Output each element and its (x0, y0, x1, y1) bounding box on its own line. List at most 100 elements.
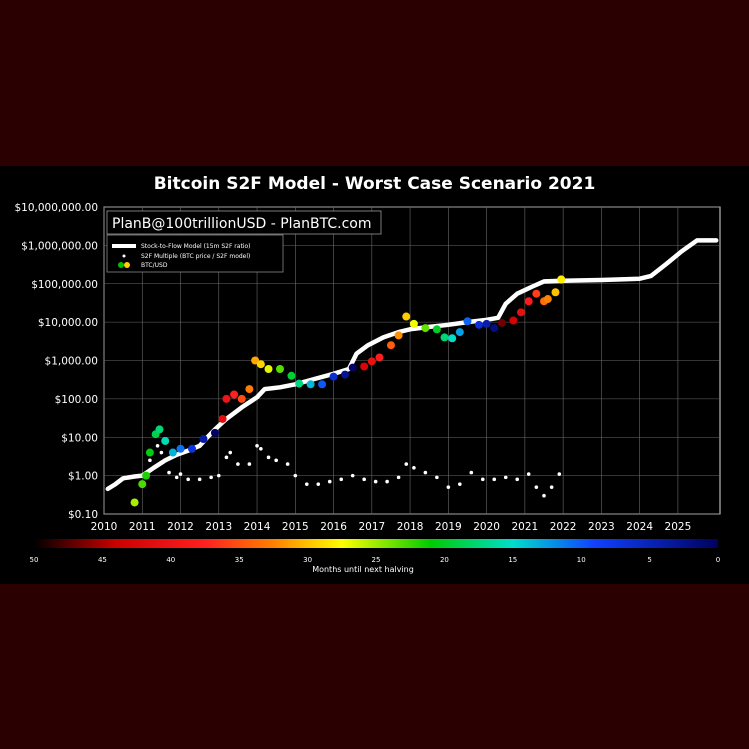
s2f-multiple-point (255, 443, 259, 448)
btc-price-point (318, 380, 327, 389)
btc-price-point (142, 471, 151, 480)
x-tick-label: 2021 (512, 521, 539, 533)
btc-price-point (557, 275, 566, 284)
btc-price-point (138, 480, 147, 489)
y-axis: $10,000,000.00 $1,000,000.00 $100,000.00 $1… (15, 202, 99, 521)
colorbar-tick-label: 5 (647, 556, 651, 564)
colorbar-tick-label: 35 (235, 556, 244, 564)
s2f-multiple-point (293, 473, 298, 478)
s2f-multiple-point (480, 477, 485, 482)
s2f-multiple-point (526, 472, 531, 476)
s2f-multiple-point (542, 493, 546, 498)
s2f-multiple-point (224, 455, 229, 460)
btc-price-point (375, 353, 384, 362)
btc-usd-series (130, 275, 566, 507)
btc-price-point (341, 370, 350, 379)
s2f-multiple-point (236, 462, 240, 466)
chart-title: Bitcoin S2F Model - Worst Case Scenario … (153, 174, 596, 194)
x-tick-label: 2022 (550, 521, 577, 533)
x-tick-label: 2013 (205, 521, 232, 533)
colorbar-ticks: 50 45 40 35 30 25 20 15 10 5 0 (30, 556, 721, 564)
s2f-multiple-point (385, 479, 389, 484)
btc-price-point (168, 448, 177, 457)
btc-price-point (490, 324, 499, 333)
y-tick-label: $10.00 (61, 432, 98, 444)
x-tick-label: 2017 (358, 521, 385, 533)
s2f-multiple-point (446, 485, 451, 489)
btc-price-point (218, 414, 227, 423)
s2f-multiple-point (412, 465, 416, 470)
btc-price-point (394, 331, 403, 340)
btc-price-point (222, 394, 231, 403)
x-tick-label: 2015 (282, 521, 309, 533)
s2f-multiple-point (492, 477, 497, 482)
colorbar-tick-label: 10 (577, 556, 586, 564)
s2f-multiple-point (404, 462, 409, 466)
s2f-multiple-point (435, 475, 439, 480)
btc-price-point (360, 362, 369, 371)
btc-price-point (551, 288, 560, 297)
btc-price-point (432, 325, 441, 334)
s2f-multiple-point (174, 475, 179, 480)
colorbar-tick-label: 0 (716, 556, 720, 564)
colorbar-tick-label: 15 (508, 556, 517, 564)
x-tick-label: 2014 (244, 521, 271, 533)
btc-price-point (409, 319, 418, 328)
btc-price-point (176, 444, 185, 453)
btc-price-point (421, 324, 430, 333)
s2f-multiple-point (259, 447, 263, 451)
y-tick-label: $1,000.00 (45, 356, 98, 368)
s2f-multiple-point (155, 443, 160, 448)
btc-price-point (306, 380, 315, 389)
s2f-multiple-point (515, 477, 520, 482)
btc-price-point (448, 334, 457, 343)
s2f-multiple-point (362, 477, 366, 482)
s2f-multiple-point (534, 485, 539, 489)
btc-price-point (237, 394, 246, 403)
btc-price-point (386, 341, 395, 350)
s2f-multiple-series (140, 443, 562, 498)
x-tick-label: 2018 (397, 521, 424, 533)
colorbar-tick-label: 50 (30, 556, 39, 564)
legend-dot-icon (122, 254, 126, 258)
y-tick-label: $0.10 (68, 509, 98, 521)
s2f-multiple-point (228, 450, 233, 455)
s2f-multiple-point (373, 479, 378, 484)
btc-price-point (463, 317, 472, 326)
s2f-multiple-point (247, 462, 252, 466)
btc-price-point (543, 295, 552, 304)
colorbar-tick-label: 45 (98, 556, 107, 564)
btc-price-point (497, 318, 506, 327)
btc-price-point (524, 297, 533, 306)
x-tick-label: 2010 (91, 521, 118, 533)
btc-price-point (251, 356, 260, 365)
btc-price-point (295, 379, 304, 388)
btc-price-point (367, 357, 376, 366)
s2f-multiple-point (285, 462, 290, 466)
s2f-multiple-point (178, 472, 183, 476)
s2f-multiple-point (458, 482, 462, 486)
btc-price-point (145, 448, 154, 457)
colorbar-tick-label: 25 (372, 556, 381, 564)
btc-price-point (482, 319, 491, 328)
s2f-multiple-point (167, 470, 171, 475)
btc-price-point (440, 333, 449, 342)
x-tick-label: 2011 (129, 521, 156, 533)
x-axis: 2010 2011 2012 2013 2014 2015 2016 2017 2018 2019… (91, 521, 692, 533)
s2f-multiple-point (339, 477, 344, 482)
s2f-multiple-point (549, 485, 554, 489)
btc-price-point (161, 436, 170, 445)
colorbar (34, 539, 718, 548)
s2f-multiple-point (469, 470, 474, 475)
btc-price-point (130, 498, 139, 507)
btc-price-point (245, 385, 254, 394)
colorbar-tick-label: 20 (440, 556, 449, 564)
legend-entry: BTC/USD (141, 262, 168, 269)
x-tick-label: 2024 (626, 521, 653, 533)
s2f-multiple-point (148, 458, 152, 463)
y-tick-label: $10,000,000.00 (15, 202, 99, 214)
s2f-multiple-point (216, 473, 221, 478)
s2f-multiple-point (503, 475, 508, 480)
y-tick-label: $10,000.00 (38, 317, 98, 329)
btc-price-point (155, 425, 164, 434)
